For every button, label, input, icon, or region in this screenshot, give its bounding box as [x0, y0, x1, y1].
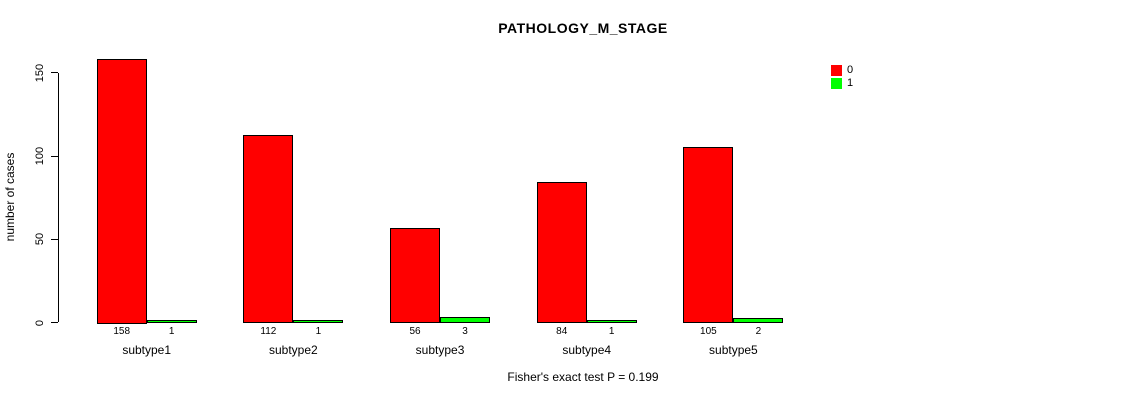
bar-0-subtype5 [683, 146, 734, 324]
legend-item-1: 1 [831, 78, 853, 89]
bar-value-label: 158 [113, 326, 131, 337]
bar-value-label: 1 [608, 326, 615, 337]
legend-swatch-green [831, 78, 842, 89]
bar-0-subtype2 [243, 135, 294, 324]
y-tick-mark [51, 155, 58, 157]
y-tick-label: 50 [34, 233, 46, 246]
bar-value-label: 105 [700, 326, 717, 337]
x-category-label: subtype3 [415, 343, 465, 357]
bar-1-subtype4 [586, 319, 637, 324]
bar-0-subtype1 [96, 58, 147, 324]
y-axis-line [58, 72, 59, 323]
legend-label-1: 1 [847, 77, 854, 89]
bar-1-subtype5 [733, 318, 784, 324]
bar-1-subtype3 [440, 316, 491, 324]
bar-0-subtype4 [536, 181, 587, 324]
y-tick-label: 100 [34, 146, 46, 166]
x-category-label: subtype5 [709, 343, 758, 357]
chart-title: PATHOLOGY_M_STAGE [498, 20, 668, 36]
bar-value-label: 84 [556, 326, 568, 337]
x-category-label: subtype2 [269, 343, 318, 357]
bar-1-subtype1 [146, 319, 197, 324]
bar-value-label: 1 [315, 326, 322, 337]
y-tick-label: 150 [34, 63, 46, 82]
y-tick-mark [51, 238, 58, 240]
bar-0-subtype3 [390, 228, 441, 324]
y-tick-mark [51, 322, 58, 323]
y-tick-mark [51, 72, 58, 74]
x-category-label: subtype4 [562, 343, 612, 357]
bar-value-label: 56 [409, 326, 421, 337]
legend-swatch-red [831, 65, 842, 76]
y-tick-label: 0 [34, 319, 46, 326]
footnote: Fisher's exact test P = 0.199 [507, 370, 659, 384]
legend-item-0: 0 [831, 65, 853, 76]
legend: 0 1 [831, 65, 853, 91]
bar-value-label: 3 [462, 326, 468, 337]
bar-value-label: 1 [168, 326, 175, 337]
legend-label-0: 0 [847, 64, 854, 76]
x-category-label: subtype1 [122, 343, 172, 357]
bar-value-label: 2 [755, 326, 762, 337]
bar-1-subtype2 [293, 319, 344, 324]
bar-value-label: 112 [260, 326, 277, 337]
